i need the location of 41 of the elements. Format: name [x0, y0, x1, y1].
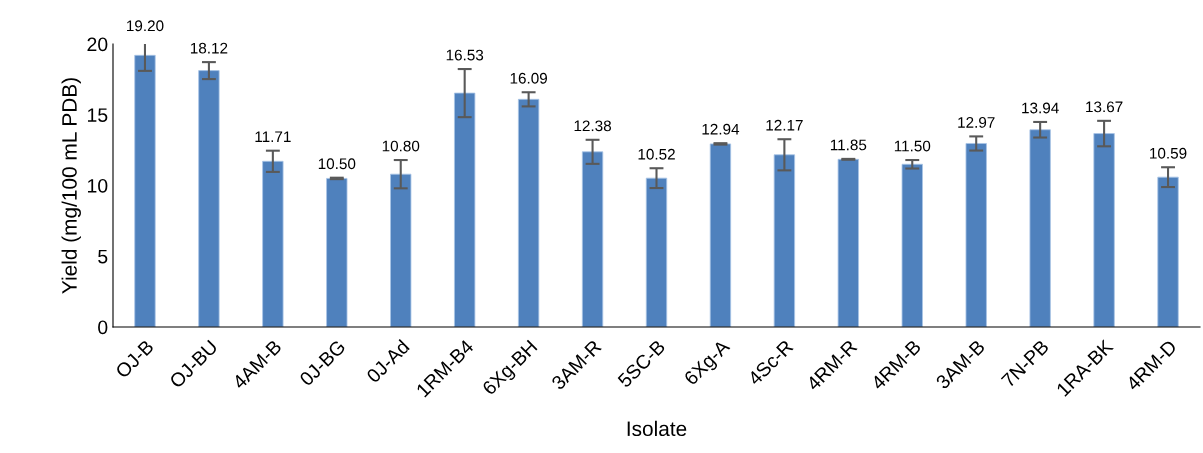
y-tick-label: 20 [87, 37, 108, 52]
data-label: 10.80 [382, 140, 420, 152]
data-label: 12.38 [574, 120, 612, 132]
bar [1093, 133, 1115, 327]
data-label: 12.97 [958, 117, 995, 128]
bar [709, 143, 732, 327]
y-tick-label: 10 [88, 178, 108, 193]
data-label: 12.17 [766, 119, 803, 131]
y-tick-label: 0 [98, 320, 108, 335]
data-label: 13.67 [1086, 101, 1123, 113]
bar [198, 70, 220, 327]
bar [581, 151, 604, 327]
data-label: 19.20 [127, 20, 164, 32]
bar [837, 158, 859, 327]
bar [773, 154, 796, 327]
bar [517, 98, 540, 327]
data-label: 11.85 [830, 139, 867, 151]
y-axis-title: Yield (mg/100 mL PDB) [61, 78, 81, 294]
data-label: 12.94 [702, 123, 740, 135]
bar [454, 92, 476, 327]
y-tick-label: 5 [98, 249, 108, 264]
bar [134, 54, 156, 327]
bar [326, 178, 348, 327]
data-label: 10.50 [318, 158, 356, 170]
data-label: 10.59 [1150, 147, 1187, 159]
data-label: 16.09 [510, 72, 548, 84]
bar [965, 143, 987, 327]
bar [901, 163, 923, 327]
y-tick-label: 15 [88, 108, 108, 122]
data-label: 16.53 [446, 49, 484, 61]
data-label: 10.52 [638, 148, 675, 160]
bar [390, 173, 412, 327]
bar [645, 177, 668, 327]
bar [1157, 176, 1179, 327]
data-label: 18.12 [190, 42, 228, 54]
data-label: 11.50 [894, 140, 931, 152]
bar [1029, 129, 1051, 327]
x-axis-title: Isolate [627, 420, 687, 437]
data-label: 13.94 [1022, 102, 1059, 114]
data-label: 11.71 [255, 131, 291, 142]
bar [262, 160, 284, 327]
